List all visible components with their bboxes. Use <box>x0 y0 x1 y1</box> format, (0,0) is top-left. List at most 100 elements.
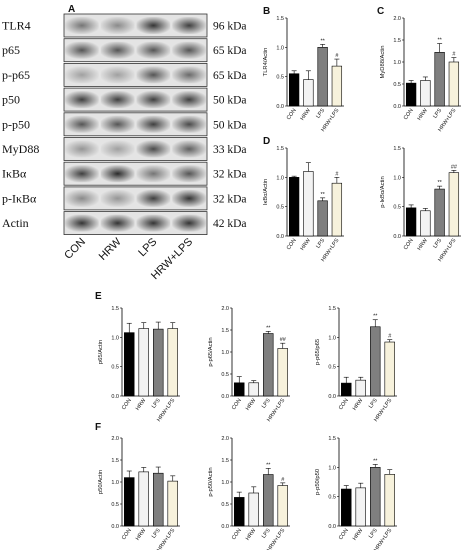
y-axis-label: p65/Actin <box>98 340 104 364</box>
blot-band <box>172 66 206 84</box>
y-axis-label: p-p65/Actin <box>208 337 214 366</box>
blot-band <box>136 165 171 183</box>
protein-label: p65 <box>2 43 20 57</box>
x-tick-label: HRW <box>352 527 365 542</box>
bar <box>138 328 149 397</box>
blot-band <box>172 91 206 109</box>
panel-letter-e: E <box>95 291 102 302</box>
x-tick-label: HRW <box>417 237 430 252</box>
y-tick-label: 0.5 <box>276 75 284 81</box>
x-tick-label: LPS <box>151 397 162 409</box>
blot-band <box>172 189 206 207</box>
significance-mark: # <box>388 334 392 340</box>
blot-strip-0 <box>63 13 208 38</box>
x-tick-label: CON <box>286 108 298 121</box>
y-tick-label: 0.5 <box>328 495 336 501</box>
y-tick-label: 0.5 <box>328 365 336 371</box>
bar <box>248 382 259 397</box>
blot-strip-6 <box>63 161 208 186</box>
y-axis-label: p-p50/Actin <box>208 467 214 496</box>
y-tick-label: 1.0 <box>111 335 119 341</box>
blot-band <box>100 91 135 109</box>
blot-band <box>136 115 171 133</box>
blot-band <box>100 189 135 207</box>
protein-label: p50 <box>2 93 20 107</box>
bar <box>420 80 431 107</box>
significance-mark: ** <box>266 325 271 331</box>
protein-label: p-IκBα <box>2 191 37 205</box>
blot-band <box>136 214 171 232</box>
y-tick-label: 2.0 <box>393 16 401 22</box>
blot-band <box>65 66 99 84</box>
x-tick-label: HRW <box>135 397 148 412</box>
blot-band <box>100 140 135 158</box>
bar <box>234 382 245 397</box>
bar <box>448 61 460 107</box>
bar <box>317 47 328 107</box>
significance-mark: ** <box>373 458 378 464</box>
blot-band <box>172 115 206 133</box>
blot-band <box>136 66 171 84</box>
kda-label: 33 kDa <box>213 144 247 156</box>
blot-band <box>172 165 206 183</box>
bar <box>405 82 417 107</box>
panel-letter-f: F <box>95 422 101 433</box>
y-axis-label: TLR4/Actin <box>263 48 269 77</box>
x-tick-label: CON <box>338 398 350 411</box>
y-axis-label: MyD88/Actin <box>380 46 386 79</box>
y-tick-label: 0.0 <box>221 524 229 530</box>
y-axis-label: p-IκBα/Actin <box>380 176 386 207</box>
y-tick-label: 2.0 <box>221 306 229 312</box>
y-tick-label: 0.0 <box>328 524 336 530</box>
significance-mark: ** <box>373 314 378 320</box>
kda-label: 32 kDa <box>213 193 247 205</box>
bar <box>248 492 259 527</box>
panel-letter-a: A <box>68 4 75 15</box>
kda-label: 65 kDa <box>213 45 247 57</box>
bar <box>434 188 445 237</box>
blot-strip-1 <box>63 38 208 63</box>
bar <box>370 467 381 527</box>
y-tick-label: 0.5 <box>393 82 401 88</box>
x-tick-label: CON <box>231 398 243 411</box>
y-tick-label: 1.0 <box>276 175 284 181</box>
blot-band <box>136 17 171 34</box>
bar <box>263 333 274 397</box>
x-tick-label: LPS <box>368 397 379 409</box>
protein-label: p-p50 <box>2 117 30 131</box>
bar <box>277 348 288 397</box>
protein-label: Actin <box>2 216 29 230</box>
y-tick-label: 0.0 <box>328 394 336 400</box>
blot-band <box>136 189 171 207</box>
x-tick-label: LPS <box>432 107 443 119</box>
protein-label: IκBα <box>2 167 27 181</box>
bar <box>331 65 343 107</box>
kda-label: 50 kDa <box>213 119 247 131</box>
blot-band <box>100 165 135 183</box>
x-tick-label: CON <box>338 528 350 541</box>
y-tick-label: 0.0 <box>111 524 119 530</box>
bar <box>355 487 366 527</box>
x-tick-label: CON <box>403 238 415 251</box>
blot-band <box>172 17 206 34</box>
bar <box>405 207 417 237</box>
x-tick-label: CON <box>403 108 415 121</box>
x-tick-label: HRW <box>300 107 313 122</box>
bar <box>317 200 328 237</box>
x-tick-label: LPS <box>315 107 326 119</box>
y-tick-label: 0.5 <box>221 372 229 378</box>
bar <box>448 172 460 237</box>
blot-band <box>172 214 206 232</box>
bar <box>167 328 178 397</box>
blot-band <box>65 140 99 158</box>
x-tick-label: HRW <box>417 107 430 122</box>
bar <box>355 379 366 397</box>
significance-mark: # <box>452 52 456 58</box>
lane-label: CON <box>62 236 88 262</box>
significance-mark: ** <box>320 192 325 198</box>
y-tick-label: 1.5 <box>111 306 119 312</box>
